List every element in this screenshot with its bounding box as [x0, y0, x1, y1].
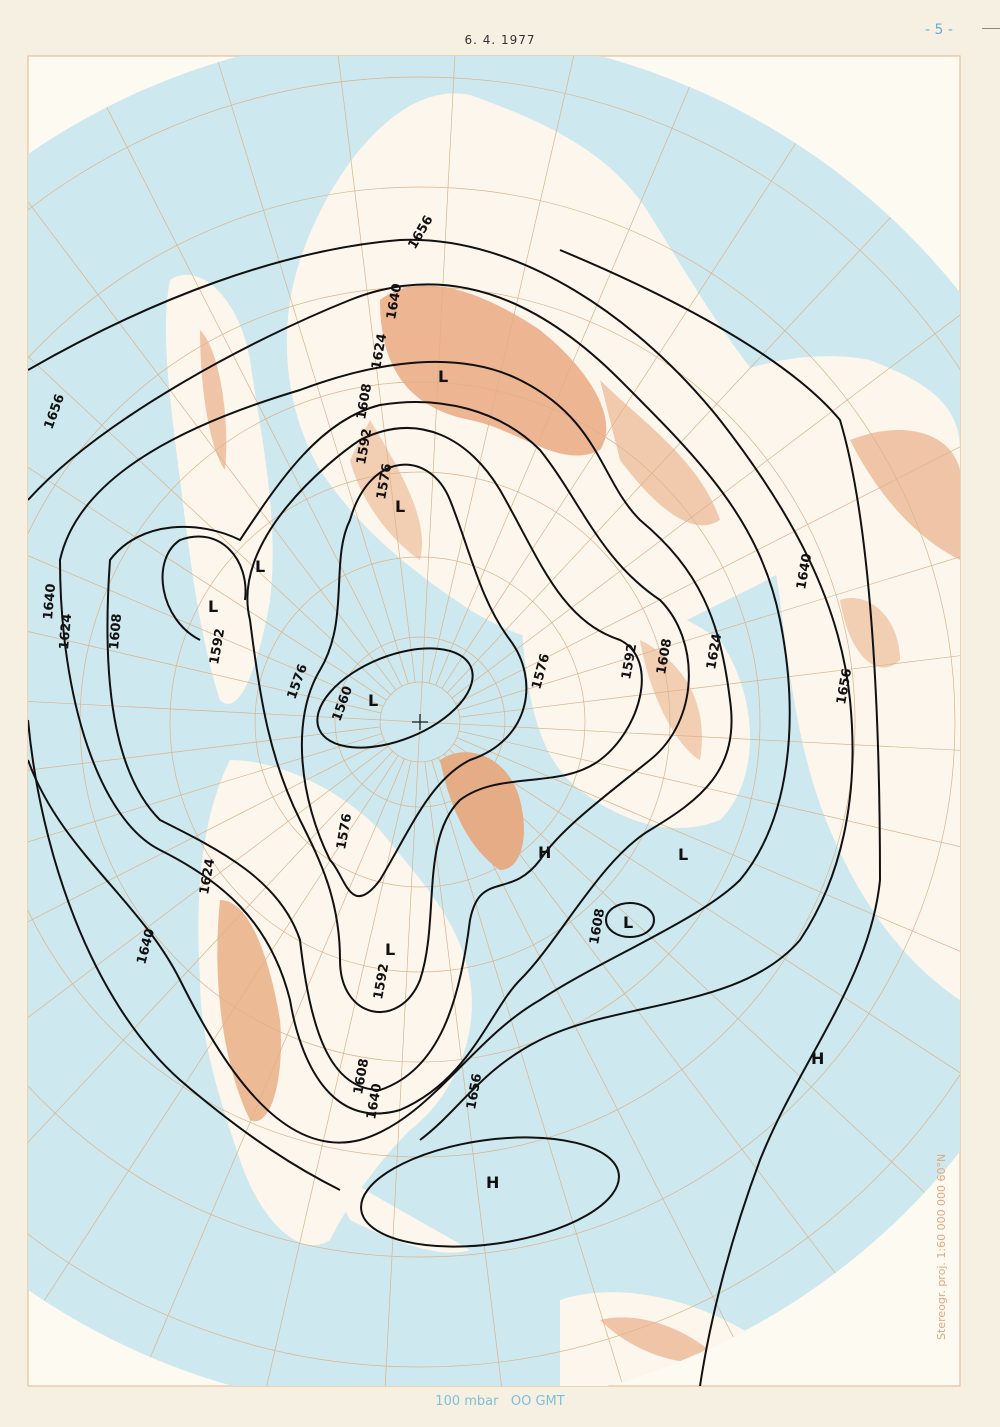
high-center: H: [538, 843, 551, 862]
meridian-line: [215, 56, 409, 684]
meridian-line: [428, 56, 578, 684]
meridian-line: [28, 564, 382, 714]
contour-high-loop: [360, 1136, 620, 1248]
label-1608: 1608: [587, 907, 608, 945]
meridian-line: [28, 162, 397, 691]
meridian-line: [146, 758, 405, 1367]
contour-outer-east: [559, 249, 882, 1386]
label-1608: 1608: [107, 613, 125, 650]
label-1592: 1592: [371, 962, 392, 1000]
meridian-line: [456, 737, 960, 996]
label-1624: 1624: [197, 857, 218, 895]
meridian-line: [441, 134, 802, 689]
label-1608: 1608: [351, 1057, 372, 1095]
label-1576: 1576: [374, 462, 395, 500]
contour-outer: [28, 719, 341, 1191]
label-1656: 1656: [834, 667, 855, 705]
meridian-line: [453, 743, 960, 1104]
meridian-line: [38, 755, 399, 1310]
meridian-line: [28, 340, 387, 701]
contour-lines: [28, 238, 882, 1386]
meridian-line: [28, 244, 391, 695]
low-center: L: [208, 597, 218, 616]
label-1624: 1624: [57, 613, 75, 650]
meridian-line: [419, 56, 457, 723]
meridian-line: [451, 300, 960, 699]
label-1656: 1656: [464, 1072, 485, 1110]
meridian-line: [437, 757, 739, 1346]
contour-1592: [246, 427, 643, 1014]
high-center: H: [486, 1173, 499, 1192]
meridian-line: [431, 760, 625, 1386]
meridian-line: [383, 721, 421, 1386]
map-date: 6. 4. 1977: [464, 33, 536, 47]
label-1640: 1640: [794, 552, 815, 590]
page-number: - 5 -: [925, 22, 953, 38]
meridian-line: [101, 98, 403, 687]
observation-time: OO GMT: [510, 1394, 565, 1409]
contour-1656: [28, 238, 854, 1141]
label-1592: 1592: [619, 642, 640, 680]
meridian-line: [447, 209, 898, 693]
low-center: L: [623, 913, 633, 932]
meridian-line: [28, 745, 389, 1144]
meridian-line: [449, 749, 933, 1200]
contour-1608-small: [605, 902, 655, 938]
label-1608: 1608: [354, 382, 375, 420]
label-1640: 1640: [384, 282, 405, 320]
label-1640: 1640: [41, 583, 59, 620]
projection-note: Stereogr. proj. 1:60 000 000 60°N: [935, 1153, 948, 1340]
meridian-line: [28, 448, 384, 707]
low-center: L: [385, 940, 395, 959]
low-center: L: [678, 845, 688, 864]
low-center: L: [255, 557, 265, 576]
contour-1576: [300, 463, 528, 898]
label-1576: 1576: [334, 812, 355, 850]
pressure-centers: L L L L L L L L H H H: [208, 367, 824, 1192]
high-center: H: [811, 1049, 824, 1068]
label-1624: 1624: [369, 332, 390, 370]
contour-1608: [106, 401, 690, 1092]
meridian-line: [435, 77, 694, 686]
label-1592: 1592: [354, 427, 375, 465]
meridian-line: [334, 56, 416, 683]
label-1624: 1624: [704, 632, 725, 670]
low-center: L: [395, 497, 405, 516]
map-caption: 100 mbar OO GMT: [380, 1394, 620, 1409]
low-center: L: [438, 367, 448, 386]
divider: [982, 28, 1000, 29]
meridian-line: [458, 730, 960, 880]
label-1608: 1608: [654, 637, 675, 675]
meridian-line: [419, 721, 960, 759]
meridian-line: [424, 761, 506, 1386]
meridian-line: [443, 753, 842, 1282]
low-center: L: [368, 691, 378, 710]
meridian-line: [455, 403, 960, 705]
meridian-line: [458, 517, 960, 711]
label-1640: 1640: [364, 1082, 385, 1120]
contour-1592-lobe: [161, 535, 247, 641]
label-1592: 1592: [207, 627, 228, 665]
pressure-level: 100 mbar: [435, 1394, 499, 1409]
contour-1560: [316, 647, 474, 749]
contour-1624: [58, 360, 733, 1115]
contour-1640: [28, 283, 791, 1144]
